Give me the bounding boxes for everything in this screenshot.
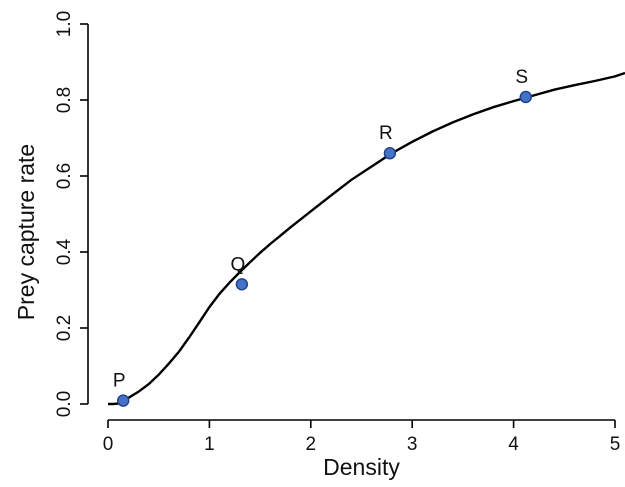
y-axis-title: Prey capture rate xyxy=(13,144,39,320)
y-tick-label: 0.2 xyxy=(54,315,75,341)
x-tick-label: 3 xyxy=(407,434,418,455)
y-ticks: 0.0 0.2 0.4 0.6 0.8 1.0 xyxy=(54,11,88,417)
point-q-label: Q xyxy=(230,254,245,275)
capture-rate-curve xyxy=(108,71,625,406)
point-s-label: S xyxy=(515,67,528,88)
data-points: P Q R S xyxy=(113,67,532,407)
x-ticks: 0 1 2 3 4 5 xyxy=(103,420,621,455)
point-s-marker xyxy=(519,90,532,104)
x-tick-label: 1 xyxy=(204,434,215,455)
x-tick-label: 5 xyxy=(610,434,621,455)
y-tick-label: 0.0 xyxy=(54,391,75,417)
y-tick-label: 0.8 xyxy=(54,87,75,113)
y-tick-label: 0.6 xyxy=(54,163,75,189)
y-tick-label: 1.0 xyxy=(54,11,75,37)
y-tick-label: 0.4 xyxy=(54,238,75,265)
x-tick-label: 2 xyxy=(306,434,317,455)
point-q-marker xyxy=(235,278,249,291)
point-r-marker xyxy=(383,146,397,160)
point-p-label: P xyxy=(113,371,126,392)
axes: 0.0 0.2 0.4 0.6 0.8 1.0 0 1 2 3 4 5 xyxy=(54,11,620,455)
x-axis-title: Density xyxy=(323,454,400,480)
x-tick-label: 4 xyxy=(508,434,519,455)
point-r-label: R xyxy=(379,123,393,144)
point-p-marker xyxy=(117,394,130,407)
x-tick-label: 0 xyxy=(103,434,114,455)
